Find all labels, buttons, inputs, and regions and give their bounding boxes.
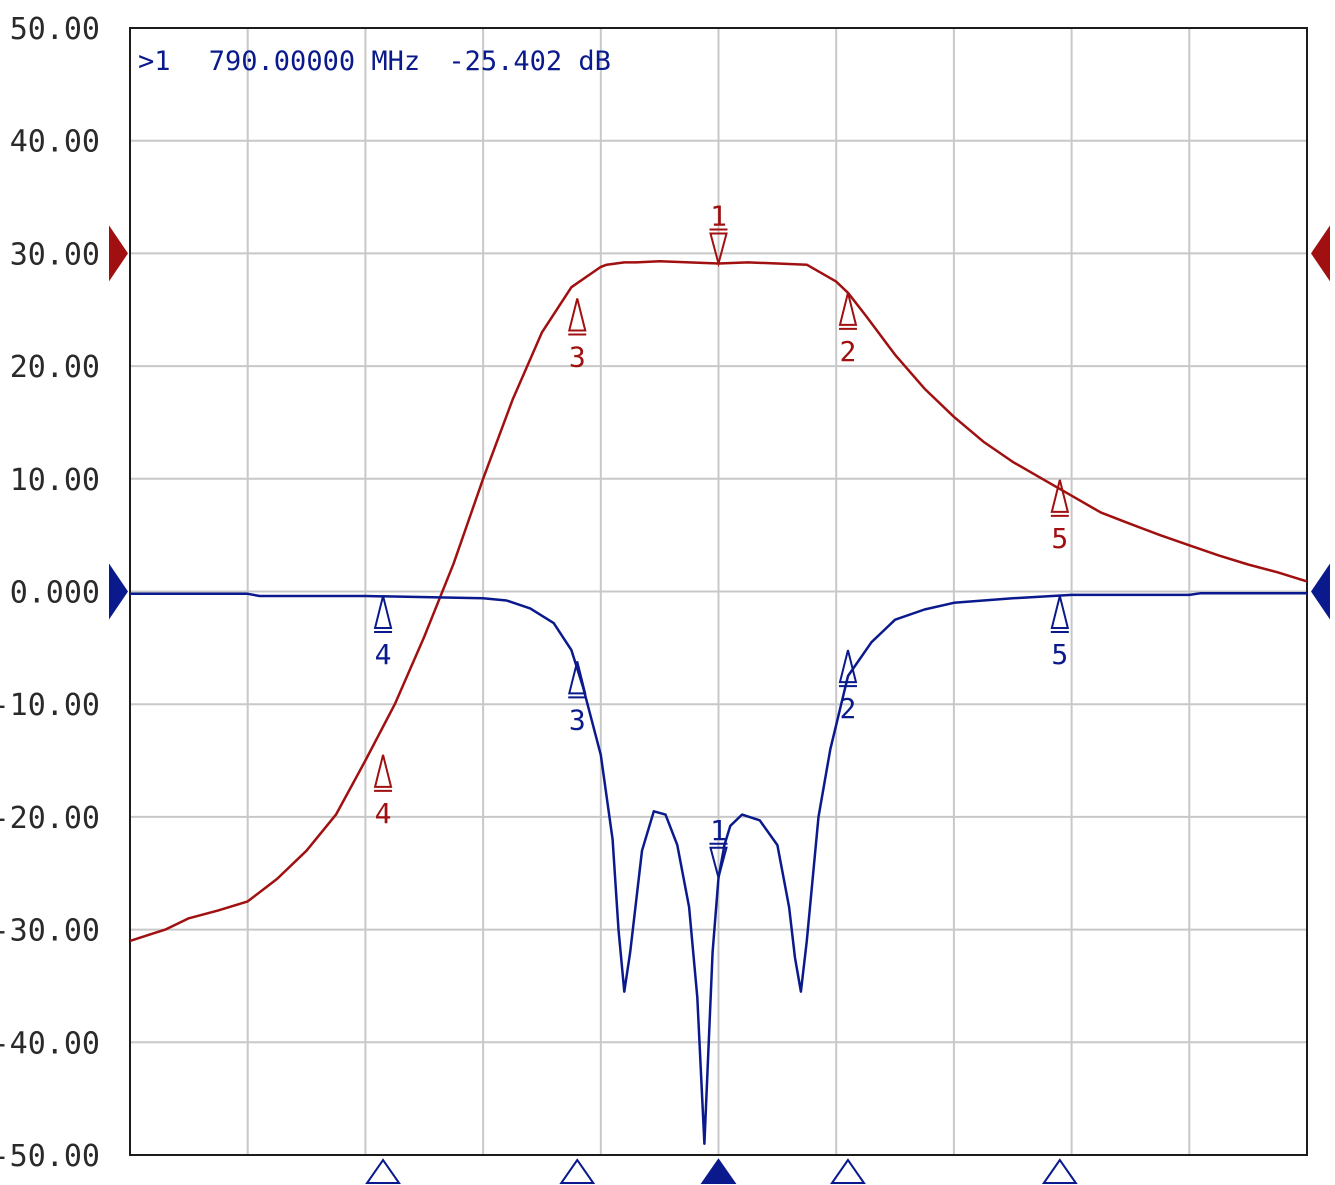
stimulus-marker-4 — [365, 1158, 401, 1184]
trace-upper — [129, 260, 1308, 943]
y-axis-tick-labels: 50.00 40.00 30.00 20.00 10.00 0.000 -10.00 -20.… — [0, 12, 100, 1174]
y-tick-label: 0.000 — [10, 576, 100, 611]
trace-lower — [130, 591, 1307, 1145]
plot-frame — [129, 27, 1308, 1156]
marker-readout: >1 790.00000 MHz -25.402 dB — [138, 46, 611, 77]
stimulus-marker-3 — [559, 1158, 596, 1184]
y-tick-label: -20.00 — [0, 801, 100, 836]
reference-level-left — [109, 563, 128, 620]
marker-4-upper — [373, 754, 393, 788]
y-tick-label: 40.00 — [10, 125, 100, 160]
y-tick-label: 50.00 — [10, 12, 100, 47]
y-tick-label: -30.00 — [0, 914, 100, 949]
marker-1-lower — [709, 846, 728, 882]
marker-5-upper — [1050, 479, 1070, 513]
marker-label-4-lower: 4 — [375, 638, 392, 671]
marker-3-lower — [567, 661, 587, 695]
reference-level-indicators — [109, 225, 1330, 620]
y-tick-label: -10.00 — [0, 688, 100, 723]
marker-3-upper — [567, 298, 587, 332]
marker-label-2-lower: 2 — [840, 692, 857, 725]
marker-readout-value: -25.402 dB — [448, 46, 611, 77]
marker-5-lower — [1050, 595, 1070, 630]
stimulus-marker-1 — [700, 1158, 737, 1184]
marker-label-5-upper: 5 — [1051, 522, 1068, 555]
y-tick-label: 10.00 — [10, 463, 100, 498]
stimulus-marker-5 — [1041, 1158, 1078, 1184]
y-tick-label: 20.00 — [10, 350, 100, 385]
markers: 1 1 2 2 3 3 4 4 5 5 — [373, 200, 1070, 882]
marker-label-3-lower: 3 — [569, 703, 586, 736]
stimulus-marker-2 — [830, 1158, 866, 1184]
y-tick-label: 30.00 — [10, 237, 100, 272]
y-tick-label: -50.00 — [0, 1139, 100, 1174]
reference-level-left — [109, 225, 128, 282]
marker-label-5-lower: 5 — [1051, 638, 1068, 671]
marker-label-3-upper: 3 — [569, 340, 586, 373]
marker-1-upper — [709, 232, 728, 268]
marker-2-lower — [838, 649, 858, 684]
y-tick-label: -40.00 — [0, 1026, 100, 1061]
marker-2-upper — [838, 292, 858, 326]
reference-level-right — [1311, 225, 1330, 282]
marker-label-1-upper: 1 — [710, 200, 727, 233]
marker-readout-prefix: >1 — [138, 46, 171, 77]
grid — [129, 27, 1308, 1156]
marker-label-1-lower: 1 — [710, 814, 727, 847]
traces — [129, 260, 1308, 1145]
marker-readout-frequency: 790.00000 MHz — [209, 46, 420, 77]
reference-level-right — [1311, 563, 1330, 620]
marker-label-2-upper: 2 — [840, 335, 857, 368]
stimulus-marker-indicators — [365, 1158, 1078, 1184]
marker-4-lower — [373, 595, 393, 630]
marker-label-4-upper: 4 — [375, 797, 392, 830]
